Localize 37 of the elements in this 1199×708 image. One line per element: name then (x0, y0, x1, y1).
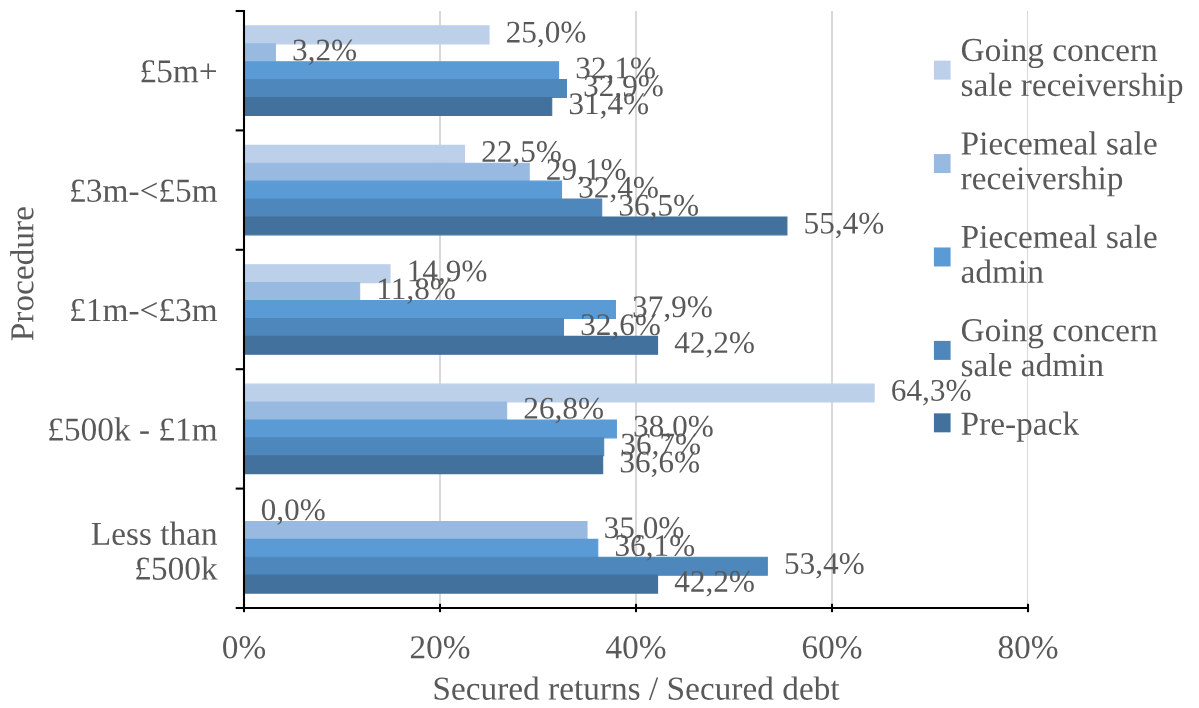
bar (244, 97, 553, 117)
data-label: 55,4% (805, 212, 884, 239)
bar (244, 401, 508, 421)
data-label: 42,2% (674, 332, 754, 358)
legend-label: Going concern sale receivership (961, 38, 1183, 103)
bar (244, 574, 659, 594)
data-label: 0,0% (261, 499, 325, 525)
bar (244, 144, 466, 164)
data-label: 53,4% (785, 552, 864, 579)
bar (244, 538, 599, 558)
y-tick-label: Less than £500k (91, 521, 218, 580)
data-label: 64,3% (892, 379, 971, 406)
bar (244, 317, 565, 337)
bar (244, 43, 276, 63)
x-tick-label: 60% (802, 636, 862, 659)
legend-label: Pre-pack (961, 411, 1080, 442)
x-axis-title: Secured returns / Secured debt (434, 676, 840, 700)
legend-label: Going concern sale admin (961, 319, 1158, 377)
x-tick-label: 20% (410, 636, 470, 659)
bar (244, 455, 604, 475)
y-tick-label: £1m-<£3m (71, 298, 218, 322)
y-tick-label: £3m-<£5m (71, 179, 218, 202)
y-axis-title: Procedure (10, 207, 34, 341)
bar (244, 79, 567, 99)
data-label: 26,8% (524, 397, 603, 424)
y-tick-label: £500k - £1m (49, 417, 218, 441)
data-label: 25,0% (507, 21, 586, 48)
bar (244, 282, 361, 302)
data-label: 42,2% (674, 570, 754, 597)
bar (244, 437, 605, 457)
legend-label: Piecemeal sale receivership (961, 131, 1157, 197)
x-tick-label: 40% (606, 636, 666, 659)
legend-label: Piecemeal sale admin (961, 224, 1157, 284)
x-tick-label: 80% (998, 636, 1058, 659)
y-tick-label: £5m+ (141, 60, 216, 83)
x-tick-label: 0% (223, 636, 266, 659)
data-label: 3,2% (293, 39, 357, 66)
